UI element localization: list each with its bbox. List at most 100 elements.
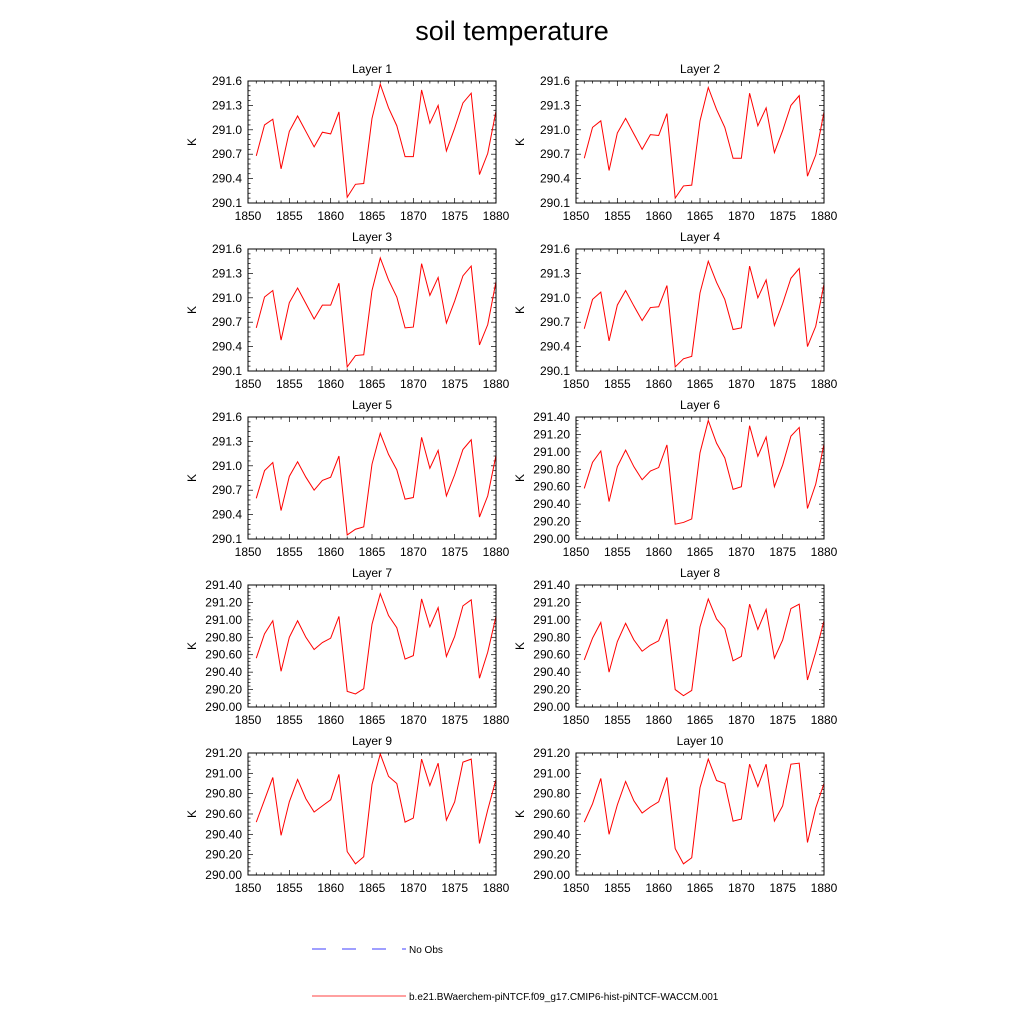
y-tick-label: 290.7 <box>212 483 242 497</box>
x-tick-label: 1880 <box>811 377 838 391</box>
y-tick-label: 290.00 <box>533 868 570 882</box>
plot-frame <box>575 584 825 708</box>
y-tick-label: 290.4 <box>212 508 242 522</box>
panel-layer-6: Layer 6 K 1850 1855 1860 1865 1870 1875 1880 290.… <box>513 398 838 559</box>
x-tick-label: 1850 <box>235 713 262 727</box>
x-tick-label: 1855 <box>604 377 631 391</box>
y-tick-label: 291.6 <box>540 242 570 256</box>
series-line <box>255 431 497 536</box>
x-tick-label: 1865 <box>687 377 714 391</box>
y-axis-label: K <box>185 138 199 146</box>
plot-frame <box>575 248 825 372</box>
plot-frame <box>247 80 497 204</box>
panel-layer-9: Layer 9 K 1850 1855 1860 1865 1870 1875 1880 290.… <box>185 734 510 895</box>
y-tick-label: 290.00 <box>533 700 570 714</box>
x-tick-label: 1870 <box>400 881 427 895</box>
y-tick-label: 291.6 <box>212 242 242 256</box>
y-tick-label: 291.0 <box>540 291 570 305</box>
x-tick-label: 1875 <box>769 209 796 223</box>
y-tick-label: 290.40 <box>533 827 570 841</box>
x-tick-label: 1875 <box>769 545 796 559</box>
y-tick-label: 291.20 <box>533 427 570 441</box>
x-tick-label: 1855 <box>276 377 303 391</box>
y-tick-label: 291.20 <box>533 595 570 609</box>
x-tick-label: 1870 <box>728 545 755 559</box>
plot-frame <box>247 752 497 876</box>
x-tick-label: 1865 <box>687 545 714 559</box>
y-tick-label: 290.1 <box>212 196 242 210</box>
panel-title: Layer 8 <box>680 566 720 580</box>
y-tick-label: 290.80 <box>533 630 570 644</box>
y-tick-label: 290.00 <box>205 700 242 714</box>
x-tick-label: 1875 <box>769 881 796 895</box>
x-tick-label: 1880 <box>483 881 510 895</box>
y-axis-label: K <box>513 642 527 650</box>
y-tick-label: 290.20 <box>205 683 242 697</box>
x-tick-label: 1870 <box>728 209 755 223</box>
x-tick-label: 1865 <box>687 209 714 223</box>
y-tick-label: 291.20 <box>205 595 242 609</box>
x-tick-label: 1850 <box>563 881 590 895</box>
y-tick-label: 290.20 <box>533 848 570 862</box>
panel-title: Layer 6 <box>680 398 720 412</box>
panel-layer-8: Layer 8 K 1850 1855 1860 1865 1870 1875 1880 290.… <box>513 566 838 727</box>
x-tick-label: 1850 <box>235 209 262 223</box>
x-tick-label: 1865 <box>359 209 386 223</box>
x-tick-label: 1880 <box>811 545 838 559</box>
panel-title: Layer 10 <box>677 734 724 748</box>
x-tick-label: 1850 <box>235 377 262 391</box>
x-tick-label: 1855 <box>276 209 303 223</box>
y-tick-label: 291.40 <box>205 578 242 592</box>
y-tick-label: 290.7 <box>212 147 242 161</box>
y-tick-label: 291.3 <box>540 98 570 112</box>
y-tick-label: 290.40 <box>533 665 570 679</box>
series-line <box>583 418 825 525</box>
x-tick-label: 1860 <box>317 377 344 391</box>
y-tick-label: 291.3 <box>212 98 242 112</box>
y-tick-label: 290.40 <box>205 827 242 841</box>
x-tick-label: 1860 <box>317 545 344 559</box>
panel-title: Layer 4 <box>680 230 720 244</box>
plot-frame <box>575 752 825 876</box>
x-tick-label: 1880 <box>811 713 838 727</box>
x-tick-label: 1880 <box>483 209 510 223</box>
y-tick-label: 291.0 <box>212 123 242 137</box>
plot-frame <box>247 416 497 540</box>
series-line <box>255 256 497 369</box>
y-tick-label: 291.00 <box>205 766 242 780</box>
y-axis-label: K <box>185 642 199 650</box>
y-tick-label: 290.1 <box>540 196 570 210</box>
x-tick-label: 1865 <box>687 713 714 727</box>
x-tick-label: 1875 <box>441 209 468 223</box>
y-tick-label: 290.1 <box>212 364 242 378</box>
y-tick-label: 290.60 <box>205 648 242 662</box>
x-tick-label: 1880 <box>483 545 510 559</box>
x-tick-label: 1855 <box>604 881 631 895</box>
y-tick-label: 290.60 <box>533 480 570 494</box>
y-tick-label: 290.00 <box>205 868 242 882</box>
y-tick-label: 291.40 <box>533 578 570 592</box>
x-tick-label: 1875 <box>441 377 468 391</box>
y-tick-label: 290.60 <box>533 648 570 662</box>
x-tick-label: 1860 <box>645 545 672 559</box>
x-tick-label: 1870 <box>400 545 427 559</box>
x-tick-label: 1860 <box>317 209 344 223</box>
y-axis-label: K <box>513 306 527 314</box>
y-tick-label: 291.6 <box>212 74 242 88</box>
panel-title: Layer 5 <box>352 398 392 412</box>
x-tick-label: 1855 <box>604 713 631 727</box>
legend: No Obs b.e21.BWaerchem-piNTCF.f09_g17.CM… <box>312 945 719 1003</box>
x-tick-label: 1865 <box>359 545 386 559</box>
x-tick-label: 1875 <box>441 545 468 559</box>
y-tick-label: 290.40 <box>533 497 570 511</box>
panels-group: Layer 1 K 1850 1855 1860 1865 1870 1875 1880 290.… <box>185 62 838 895</box>
panel-layer-4: Layer 4 K 1850 1855 1860 1865 1870 1875 1880 290.… <box>513 230 838 391</box>
y-tick-label: 290.20 <box>533 683 570 697</box>
y-tick-label: 290.40 <box>205 665 242 679</box>
y-tick-label: 290.20 <box>205 848 242 862</box>
y-tick-label: 290.80 <box>205 630 242 644</box>
series-line <box>255 592 497 695</box>
y-tick-label: 290.80 <box>533 787 570 801</box>
y-tick-label: 291.00 <box>533 766 570 780</box>
y-tick-label: 291.00 <box>205 613 242 627</box>
